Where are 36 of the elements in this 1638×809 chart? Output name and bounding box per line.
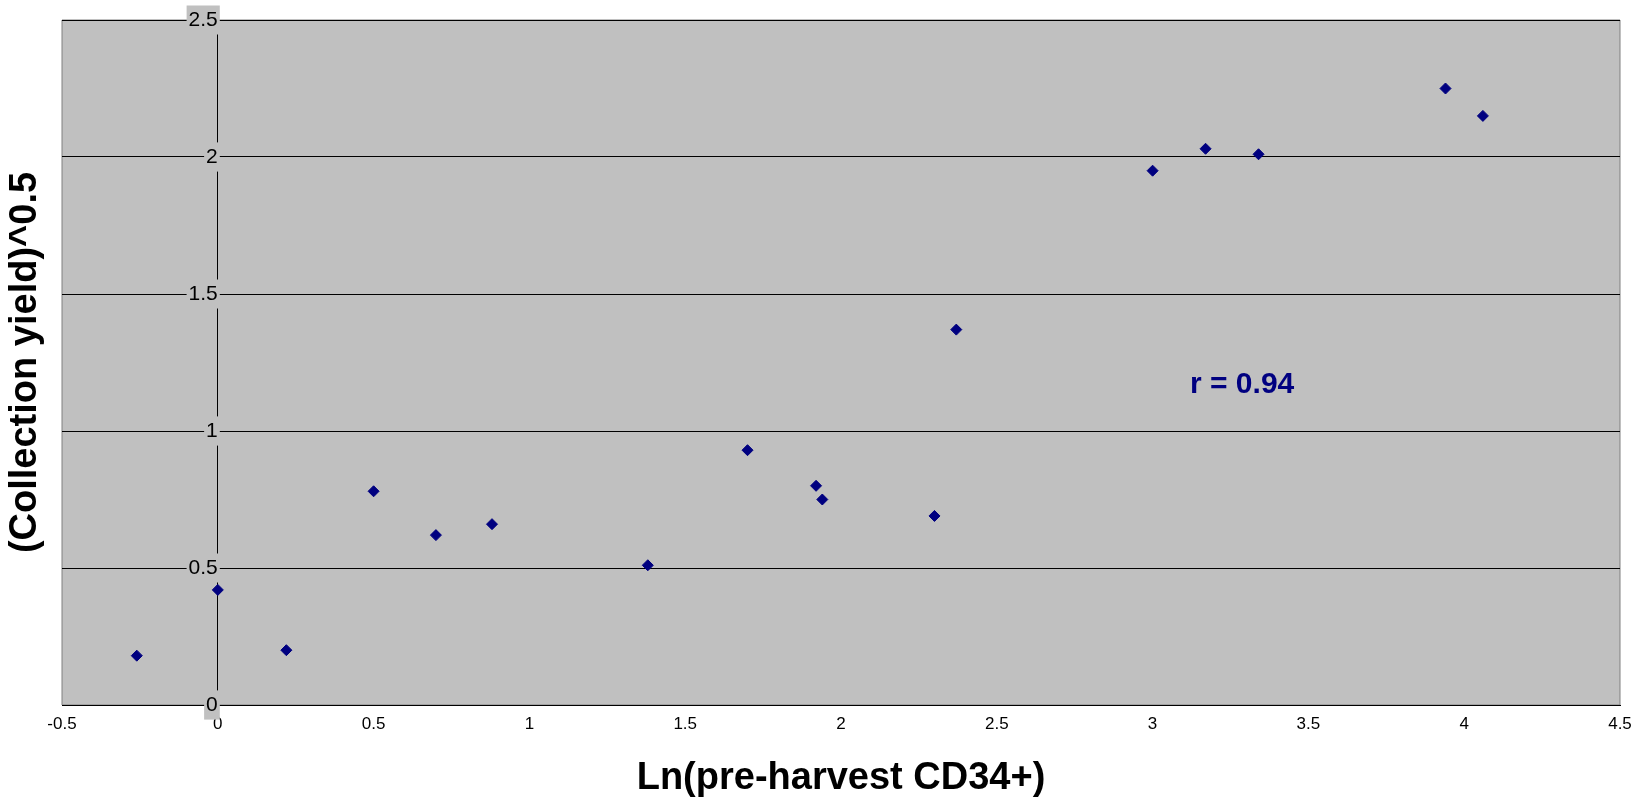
point (211, 583, 224, 596)
point (367, 485, 380, 498)
x-tick-label: 3.5 (1296, 713, 1321, 733)
point (950, 323, 963, 336)
x-axis-title: Ln(pre-harvest CD34+) (636, 754, 1046, 797)
point (1199, 142, 1212, 155)
y-tick-label: 2.5 (188, 6, 218, 30)
x-tick-label: 2.5 (984, 713, 1009, 733)
point (130, 649, 143, 662)
point (741, 444, 754, 457)
x-tick-label: 0.5 (361, 713, 386, 733)
x-tick-label: 1.5 (673, 713, 698, 733)
point (816, 493, 829, 506)
point (429, 529, 442, 542)
x-tick-label: 3 (1147, 713, 1158, 733)
y-tick-label: 1.5 (188, 280, 218, 304)
x-tick-label: 4 (1459, 713, 1469, 733)
point (486, 518, 499, 531)
y-axis-title: (Collection yield)^0.5 (2, 171, 45, 554)
point (928, 509, 941, 522)
y-tick-label: 2 (206, 143, 218, 167)
annotation: r = 0.94 (1189, 366, 1295, 400)
x-tick-label: -0.5 (47, 713, 77, 733)
y-tick-label: 0 (206, 691, 218, 715)
point (1252, 148, 1265, 161)
point (641, 559, 654, 572)
y-tick-label: 1 (206, 417, 218, 441)
point (280, 644, 293, 657)
x-tick-label: 2 (836, 713, 846, 733)
point (1476, 109, 1489, 122)
x-tick-label: 1 (524, 713, 535, 733)
point (1146, 164, 1159, 177)
point (810, 479, 823, 492)
x-tick-label: 4.5 (1608, 713, 1632, 733)
y-tick-label: 0.5 (188, 554, 218, 578)
point (1439, 82, 1452, 95)
